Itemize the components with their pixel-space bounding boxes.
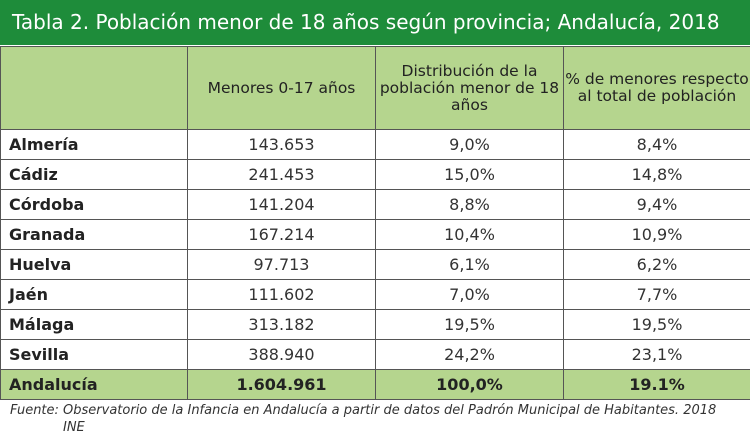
table-row: Málaga 313.182 19,5% 19,5% xyxy=(0,309,750,340)
table-row: Almería 143.653 9,0% 8,4% xyxy=(0,129,750,160)
total-menores: 1.604.961 xyxy=(187,369,376,400)
cell-menores: 143.653 xyxy=(187,129,376,160)
cell-provincia: Almería xyxy=(0,129,188,160)
header-distribucion: Distribución de la población menor de 18… xyxy=(375,46,564,130)
cell-provincia: Málaga xyxy=(0,309,188,340)
cell-distribucion: 9,0% xyxy=(375,129,564,160)
table-row: Sevilla 388.940 24,2% 23,1% xyxy=(0,339,750,370)
cell-provincia: Córdoba xyxy=(0,189,188,220)
source-line-1: Fuente: Observatorio de la Infancia en A… xyxy=(10,403,717,418)
cell-distribucion: 24,2% xyxy=(375,339,564,370)
header-porcentaje: % de menores respecto al total de poblac… xyxy=(563,46,750,130)
cell-distribucion: 15,0% xyxy=(375,159,564,190)
cell-provincia: Cádiz xyxy=(0,159,188,190)
cell-porcentaje: 7,7% xyxy=(563,279,750,310)
cell-menores: 241.453 xyxy=(187,159,376,190)
total-provincia: Andalucía xyxy=(0,369,188,400)
table-row: Huelva 97.713 6,1% 6,2% xyxy=(0,249,750,280)
cell-distribucion: 10,4% xyxy=(375,219,564,250)
cell-menores: 167.214 xyxy=(187,219,376,250)
cell-provincia: Jaén xyxy=(0,279,188,310)
cell-menores: 388.940 xyxy=(187,339,376,370)
cell-porcentaje: 10,9% xyxy=(563,219,750,250)
cell-porcentaje: 9,4% xyxy=(563,189,750,220)
cell-menores: 313.182 xyxy=(187,309,376,340)
cell-porcentaje: 14,8% xyxy=(563,159,750,190)
source-note: Fuente: Observatorio de la Infancia en A… xyxy=(10,402,745,436)
total-distribucion: 100,0% xyxy=(375,369,564,400)
population-table: Menores 0-17 años Distribución de la pob… xyxy=(0,46,750,400)
cell-provincia: Granada xyxy=(0,219,188,250)
table-row: Jaén 111.602 7,0% 7,7% xyxy=(0,279,750,310)
cell-menores: 111.602 xyxy=(187,279,376,310)
total-porcentaje: 19.1% xyxy=(563,369,750,400)
cell-distribucion: 6,1% xyxy=(375,249,564,280)
cell-distribucion: 7,0% xyxy=(375,279,564,310)
header-menores: Menores 0-17 años xyxy=(187,46,376,130)
table-title: Tabla 2. Población menor de 18 años segú… xyxy=(0,0,750,45)
cell-menores: 141.204 xyxy=(187,189,376,220)
cell-menores: 97.713 xyxy=(187,249,376,280)
cell-porcentaje: 8,4% xyxy=(563,129,750,160)
cell-distribucion: 8,8% xyxy=(375,189,564,220)
table-row: Córdoba 141.204 8,8% 9,4% xyxy=(0,189,750,220)
cell-distribucion: 19,5% xyxy=(375,309,564,340)
header-provincia xyxy=(0,46,188,130)
cell-porcentaje: 23,1% xyxy=(563,339,750,370)
cell-provincia: Huelva xyxy=(0,249,188,280)
cell-porcentaje: 19,5% xyxy=(563,309,750,340)
source-line-2: INE xyxy=(63,420,85,435)
table-row: Granada 167.214 10,4% 10,9% xyxy=(0,219,750,250)
cell-provincia: Sevilla xyxy=(0,339,188,370)
total-row: Andalucía 1.604.961 100,0% 19.1% xyxy=(0,369,750,400)
cell-porcentaje: 6,2% xyxy=(563,249,750,280)
table-row: Cádiz 241.453 15,0% 14,8% xyxy=(0,159,750,190)
header-row: Menores 0-17 años Distribución de la pob… xyxy=(0,46,750,130)
